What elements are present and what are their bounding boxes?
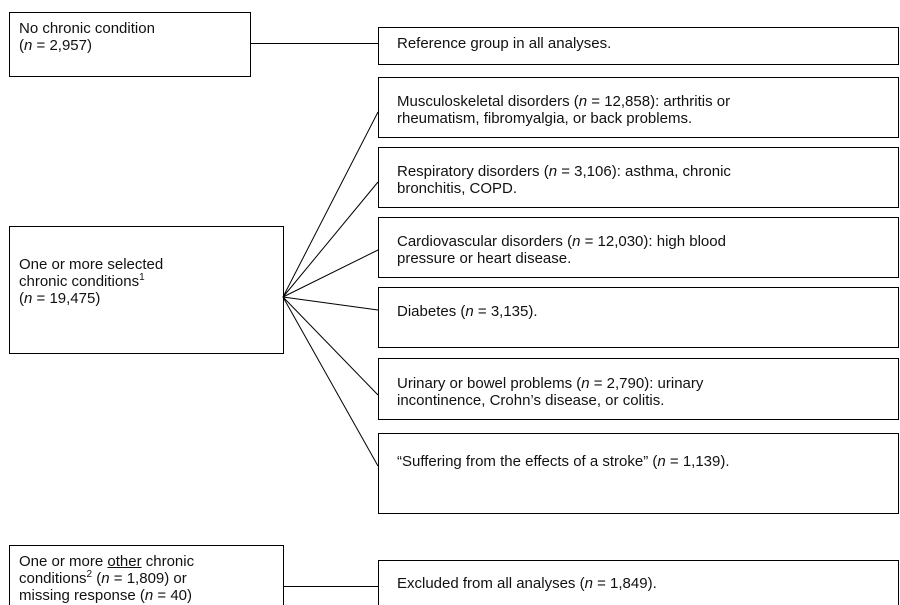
connector: [282, 111, 379, 298]
text-run: One or more selected: [19, 256, 164, 273]
text-run: = 3,106): asthma, chronic: [557, 163, 731, 180]
text-run: pressure or heart disease.: [397, 250, 572, 267]
text-run: = 12,030): high blood: [580, 233, 726, 250]
box: [378, 217, 899, 278]
node-label: Diabetes (n = 3,135).: [397, 303, 538, 320]
text-run: = 2,957): [32, 37, 92, 54]
box: [378, 77, 899, 138]
box: [9, 545, 284, 605]
node-label: “Suffering from the effects of a stroke”…: [397, 453, 730, 470]
text-run: bronchitis, COPD.: [397, 180, 518, 197]
text-run: Respiratory disorders (: [397, 163, 549, 180]
node-label: One or more selected chronic conditions1 (…: [19, 256, 163, 307]
node-label: Excluded from all analyses (n = 1,849).: [397, 575, 657, 592]
text-run: rheumatism, fibromyalgia, or back proble…: [397, 110, 693, 127]
text-run: Excluded from all analyses (: [397, 575, 585, 592]
text-run: Musculoskeletal disorders (: [397, 93, 579, 110]
text-run: chronic: [141, 553, 195, 570]
box: [378, 358, 899, 420]
text-run: One or more: [19, 553, 108, 570]
connector: [282, 296, 379, 311]
node-label: Urinary or bowel problems (n = 2,790): u…: [397, 375, 703, 409]
text-run: Reference group in all analyses.: [397, 35, 612, 52]
box: [9, 226, 284, 354]
text-run: = 12,858): arthritis or: [587, 93, 731, 110]
text-run: n: [101, 570, 110, 587]
text-run: (: [19, 37, 24, 54]
text-run: Diabetes (: [397, 303, 466, 320]
text-run: Cardiovascular disorders (: [397, 233, 573, 250]
text-run: = 19,475): [32, 290, 101, 307]
text-run: n: [24, 37, 33, 54]
connector: [282, 296, 379, 467]
node-label: Musculoskeletal disorders (n = 12,858): …: [397, 93, 730, 127]
text-run: n: [581, 375, 590, 392]
text-run: n: [578, 93, 588, 110]
node-label: Cardiovascular disorders (n = 12,030): h…: [397, 233, 726, 267]
text-run: other: [107, 553, 142, 570]
text-run: No chronic condition: [19, 20, 155, 37]
box: [378, 147, 899, 208]
box: [378, 560, 899, 605]
text-run: 1: [139, 272, 145, 283]
text-run: n: [572, 233, 581, 250]
text-run: = 2,790): urinary: [589, 375, 704, 392]
text-run: = 1,849).: [592, 575, 657, 592]
text-run: n: [584, 575, 593, 592]
text-run: n: [24, 290, 33, 307]
node-label: One or more other chronic conditions2 (n …: [19, 553, 194, 604]
box: [378, 433, 899, 514]
text-run: = 40): [153, 587, 193, 604]
text-run: n: [548, 163, 558, 180]
connector: [282, 181, 379, 298]
connector: [282, 296, 379, 396]
node-label: Reference group in all analyses.: [397, 35, 611, 52]
text-run: n: [465, 303, 474, 320]
box: [378, 27, 899, 65]
text-run: Urinary or bowel problems (: [397, 375, 582, 392]
text-run: chronic conditions: [19, 273, 140, 290]
text-run: n: [144, 587, 154, 604]
text-run: 2: [86, 569, 93, 580]
box: [9, 12, 251, 77]
text-run: = 1,809) or: [109, 570, 187, 587]
connector: [282, 249, 379, 298]
text-run: incontinence, Crohn’s disease, or coliti…: [397, 392, 665, 409]
text-run: (: [19, 290, 24, 307]
node-label: Respiratory disorders (n = 3,106): asthm…: [397, 163, 731, 197]
text-run: = 1,139).: [665, 453, 730, 470]
text-run: = 3,135).: [473, 303, 538, 320]
text-run: (: [92, 570, 102, 587]
text-run: n: [657, 453, 666, 470]
box: [378, 287, 899, 348]
text-run: “Suffering from the effects of a stroke”…: [397, 453, 658, 470]
node-label: No chronic condition (n = 2,957): [19, 20, 155, 54]
text-run: missing response (: [19, 587, 145, 604]
text-run: conditions: [19, 570, 87, 587]
